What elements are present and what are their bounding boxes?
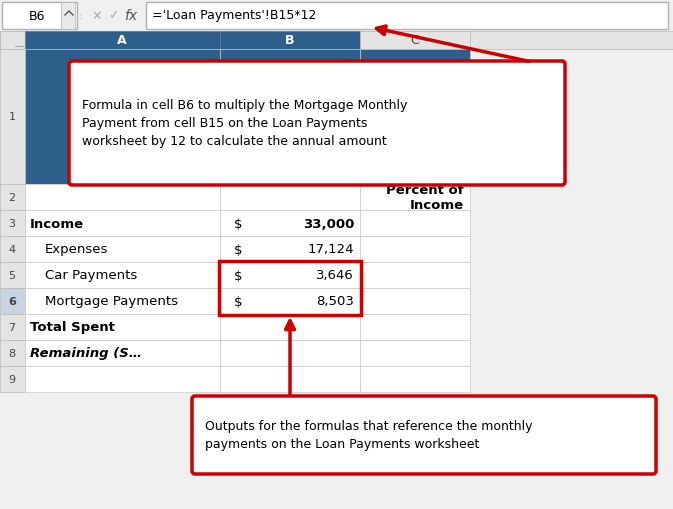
- FancyBboxPatch shape: [360, 341, 470, 366]
- FancyBboxPatch shape: [360, 32, 470, 50]
- FancyBboxPatch shape: [360, 366, 470, 392]
- FancyBboxPatch shape: [360, 289, 470, 315]
- Text: $: $: [234, 295, 242, 308]
- FancyBboxPatch shape: [360, 50, 470, 185]
- FancyBboxPatch shape: [220, 185, 360, 211]
- FancyBboxPatch shape: [360, 237, 470, 263]
- Text: B: B: [285, 35, 295, 47]
- Text: 1: 1: [9, 112, 15, 122]
- FancyBboxPatch shape: [0, 315, 25, 341]
- Text: fx: fx: [125, 9, 137, 23]
- FancyBboxPatch shape: [61, 3, 75, 30]
- FancyBboxPatch shape: [220, 50, 360, 185]
- Text: Car Payments: Car Payments: [45, 269, 137, 282]
- Text: 4: 4: [9, 244, 15, 254]
- FancyBboxPatch shape: [25, 32, 220, 50]
- Text: $: $: [234, 243, 242, 256]
- FancyBboxPatch shape: [25, 315, 220, 341]
- Text: 8,503: 8,503: [316, 295, 354, 308]
- Text: C: C: [411, 35, 419, 47]
- FancyBboxPatch shape: [192, 396, 656, 474]
- Text: 7: 7: [9, 322, 15, 332]
- FancyBboxPatch shape: [2, 3, 77, 30]
- FancyBboxPatch shape: [0, 263, 25, 289]
- FancyBboxPatch shape: [220, 366, 360, 392]
- FancyBboxPatch shape: [360, 263, 470, 289]
- FancyBboxPatch shape: [220, 263, 360, 289]
- Text: 3,646: 3,646: [316, 269, 354, 282]
- FancyBboxPatch shape: [0, 366, 25, 392]
- Text: ✕: ✕: [92, 10, 102, 22]
- FancyBboxPatch shape: [25, 211, 220, 237]
- FancyBboxPatch shape: [360, 315, 470, 341]
- Text: 17,124: 17,124: [308, 243, 354, 256]
- FancyBboxPatch shape: [220, 341, 360, 366]
- FancyBboxPatch shape: [0, 289, 25, 315]
- Text: Total Spent: Total Spent: [30, 321, 115, 334]
- Text: Expenses: Expenses: [45, 243, 108, 256]
- Text: A: A: [117, 35, 127, 47]
- FancyBboxPatch shape: [25, 289, 220, 315]
- FancyBboxPatch shape: [220, 211, 360, 237]
- FancyBboxPatch shape: [0, 185, 25, 211]
- Text: $: $: [234, 217, 242, 230]
- FancyBboxPatch shape: [0, 211, 25, 237]
- FancyBboxPatch shape: [25, 263, 220, 289]
- Text: Income: Income: [30, 217, 84, 230]
- Text: $: $: [234, 269, 242, 282]
- FancyBboxPatch shape: [0, 32, 25, 50]
- Text: 5: 5: [9, 270, 15, 280]
- Text: B6: B6: [29, 10, 45, 22]
- FancyBboxPatch shape: [220, 237, 360, 263]
- FancyBboxPatch shape: [25, 50, 220, 185]
- FancyBboxPatch shape: [0, 32, 673, 50]
- Text: 33,000: 33,000: [303, 217, 354, 230]
- FancyBboxPatch shape: [146, 3, 668, 30]
- Text: Remaining (S…: Remaining (S…: [30, 347, 142, 360]
- Text: ='Loan Payments'!B15*12: ='Loan Payments'!B15*12: [152, 10, 316, 22]
- FancyBboxPatch shape: [0, 50, 25, 185]
- Text: Percent of
Income: Percent of Income: [386, 184, 464, 212]
- FancyBboxPatch shape: [220, 32, 360, 50]
- FancyBboxPatch shape: [25, 237, 220, 263]
- FancyBboxPatch shape: [25, 366, 220, 392]
- FancyBboxPatch shape: [220, 315, 360, 341]
- FancyBboxPatch shape: [69, 62, 565, 186]
- Text: ✓: ✓: [108, 10, 118, 22]
- FancyBboxPatch shape: [25, 341, 220, 366]
- Text: 2: 2: [9, 192, 15, 203]
- Text: Mortgage Payments: Mortgage Payments: [45, 295, 178, 308]
- Text: 6: 6: [8, 296, 16, 306]
- FancyBboxPatch shape: [25, 185, 220, 211]
- Text: 8: 8: [9, 348, 15, 358]
- FancyBboxPatch shape: [360, 185, 470, 211]
- FancyBboxPatch shape: [0, 341, 25, 366]
- Text: 9: 9: [9, 374, 15, 384]
- Text: 3: 3: [9, 218, 15, 229]
- Text: Outputs for the formulas that reference the monthly
payments on the Loan Payment: Outputs for the formulas that reference …: [205, 420, 532, 450]
- FancyBboxPatch shape: [220, 289, 360, 315]
- Text: :: :: [79, 11, 83, 21]
- FancyBboxPatch shape: [0, 237, 25, 263]
- FancyBboxPatch shape: [0, 0, 673, 32]
- Text: Formula in cell B6 to multiply the Mortgage Monthly
Payment from cell B15 on the: Formula in cell B6 to multiply the Mortg…: [82, 99, 407, 148]
- FancyBboxPatch shape: [360, 211, 470, 237]
